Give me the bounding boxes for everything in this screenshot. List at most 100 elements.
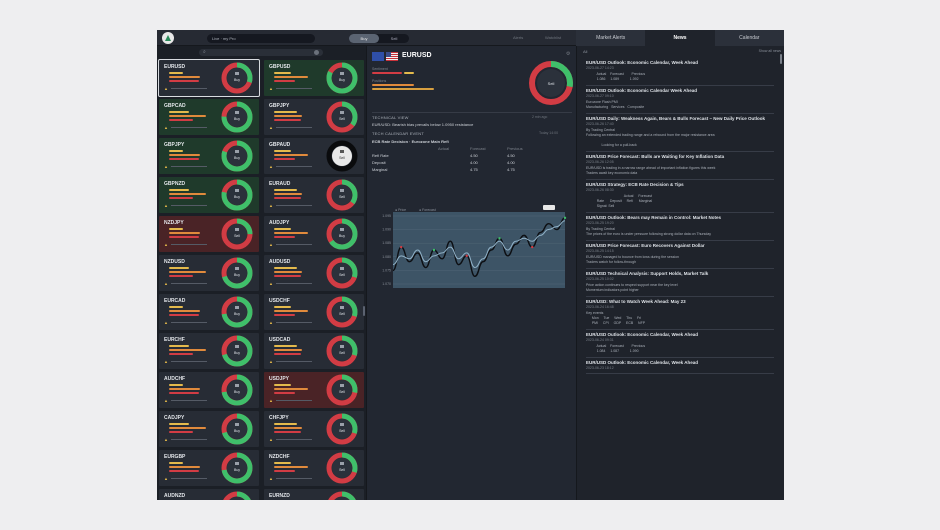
news-title[interactable]: EUR/USD Outlook: Bears may Remain in Con… [586, 215, 722, 220]
pair-sentiment-ring: Buy [221, 179, 253, 211]
pair-card[interactable]: EURNZD▲Sell [264, 489, 364, 500]
pair-indicator-bar [274, 353, 301, 355]
news-date: 2023-06-25 14:15 [586, 249, 614, 253]
pair-indicator-bar [274, 470, 295, 472]
detail-sentiment-ring: Sell [529, 61, 573, 105]
news-item[interactable]: EUR/USD Outlook: Economic Calendar, Week… [586, 60, 774, 86]
pair-indicator-bar [169, 392, 199, 394]
news-item[interactable]: EUR/USD Strategy: ECB Rate Decision & Ti… [586, 182, 774, 213]
pair-card[interactable]: USDCHF ▲ Sell [264, 294, 364, 330]
news-title[interactable]: EUR/USD Price Forecast: Euro Recovers Ag… [586, 243, 705, 248]
tab-market-alerts[interactable]: Market Alerts [576, 30, 646, 46]
buy-toggle-option[interactable]: Buy [349, 34, 379, 43]
pair-symbol: NZDUSD [164, 259, 185, 265]
pairs-scrollbar[interactable] [363, 306, 365, 316]
tab-news[interactable]: News [645, 30, 715, 46]
pair-symbol: AUDCHF [164, 376, 186, 382]
pair-indicator-bar [169, 423, 189, 425]
warning-icon: ▲ [269, 320, 273, 325]
news-title[interactable]: EUR/USD: What to Watch Week Ahead: May 2… [586, 299, 686, 304]
account-selector[interactable]: Live · my Pro [207, 34, 315, 43]
pair-card[interactable]: GBPNZD ▲ Buy [159, 177, 259, 213]
chart-timeframe-button[interactable] [543, 205, 555, 210]
news-title[interactable]: EUR/USD Outlook: Economic Calendar, Week… [586, 60, 699, 65]
news-item[interactable]: EUR/USD Outlook: Economic Calendar, Week… [586, 360, 774, 374]
pair-card[interactable]: AUDJPY ▲ Buy [264, 216, 364, 252]
clear-search-icon[interactable] [314, 50, 319, 55]
col-actual: Actual [438, 146, 450, 151]
pair-symbol: GBPUSD [269, 64, 291, 70]
top-bar: Live · my Pro Buy Sell Alerts Watchlist … [157, 30, 784, 46]
pair-symbol: AUDUSD [269, 259, 291, 265]
watchlist-link[interactable]: Watchlist [545, 35, 562, 40]
cell-previous: 4.50 [507, 153, 515, 158]
news-item[interactable]: EUR/USD Price Forecast: Bulls are Waitin… [586, 154, 774, 180]
news-date: 2023-06-26 17:40 [586, 122, 614, 126]
pair-card[interactable]: GBPCAD ▲ Buy [159, 99, 259, 135]
pair-card[interactable]: EURAUD ▲ Sell [264, 177, 364, 213]
news-item[interactable]: EUR/USD Outlook: Economic Calendar Week … [586, 88, 774, 114]
news-item[interactable]: EUR/USD Technical Analysis: Support Hold… [586, 271, 774, 297]
tab-calendar[interactable]: Calendar [714, 30, 784, 46]
news-title[interactable]: EUR/USD Strategy: ECB Rate Decision & Ti… [586, 182, 684, 187]
pair-sentiment-ring: Buy [221, 296, 253, 328]
news-title[interactable]: EUR/USD Outlook: Economic Calendar, Week… [586, 332, 699, 337]
show-all-news-link[interactable]: Show all news [758, 49, 781, 53]
search-icon: ⌕ [203, 49, 206, 55]
news-item[interactable]: EUR/USD Price Forecast: Euro Recovers Ag… [586, 243, 774, 269]
news-date: 2023-06-27 09:10 [586, 94, 614, 98]
pair-symbol: AUDNZD [164, 493, 186, 499]
buy-sell-toggle[interactable]: Buy Sell [349, 34, 409, 43]
warning-icon: ▲ [164, 476, 168, 481]
pair-card[interactable]: EURCAD ▲ Buy [159, 294, 259, 330]
pair-ring-label: Buy [234, 429, 240, 433]
pair-divider [276, 361, 312, 362]
pair-card[interactable]: EURCHF ▲ Buy [159, 333, 259, 369]
pair-card[interactable]: NZDJPY ▲ Sell [159, 216, 259, 252]
pair-card[interactable]: GBPAUD ▲ Sell [264, 138, 364, 174]
alerts-link[interactable]: Alerts [513, 35, 524, 40]
chart-point [563, 216, 567, 220]
news-item[interactable]: EUR/USD Outlook: Bears may Remain in Con… [586, 215, 774, 241]
pair-sentiment-ring: Sell [326, 413, 358, 445]
pair-indicator-bar [274, 115, 302, 117]
pair-divider [276, 244, 312, 245]
warning-icon: ▲ [269, 476, 273, 481]
news-title[interactable]: EUR/USD Daily: Weakness Again, Bears & B… [586, 116, 766, 121]
pair-card[interactable]: EURUSD ▲ Buy [158, 59, 260, 97]
pair-card[interactable]: GBPJPY ▲ Sell [264, 99, 364, 135]
chart-point [465, 254, 468, 258]
pair-card[interactable]: GBPUSD ▲ Buy [264, 60, 364, 96]
pair-card[interactable]: AUDNZD▲Buy [159, 489, 259, 500]
pair-card[interactable]: USDJPY ▲ Sell [264, 372, 364, 408]
news-title[interactable]: EUR/USD Technical Analysis: Support Hold… [586, 271, 709, 276]
pair-card[interactable]: CADJPY ▲ Buy [159, 411, 259, 447]
news-item[interactable]: EUR/USD Outlook: Economic Calendar, Week… [586, 332, 774, 358]
pair-card[interactable]: GBPJPY ▲ Buy [159, 138, 259, 174]
settings-gear-icon[interactable]: ⚙ [566, 51, 571, 57]
pair-indicator-bar [169, 431, 193, 433]
sell-toggle-option[interactable]: Sell [390, 36, 398, 41]
pair-card[interactable]: USDCAD ▲ Sell [264, 333, 364, 369]
news-item[interactable]: EUR/USD: What to Watch Week Ahead: May 2… [586, 299, 774, 330]
news-filter[interactable]: All [583, 49, 588, 54]
technical-view-text[interactable]: EUR/USD: Bearish bias prevails below 1.0… [372, 122, 474, 127]
warning-icon: ▲ [164, 398, 168, 403]
pair-sentiment-ring: Buy [221, 491, 253, 500]
pair-card[interactable]: NZDCHF ▲ Sell [264, 450, 364, 486]
news-item[interactable]: EUR/USD Daily: Weakness Again, Bears & B… [586, 116, 774, 152]
pair-card[interactable]: EURGBP ▲ Buy [159, 450, 259, 486]
calendar-event-title[interactable]: ECB Rate Decision · Eurozone Main Refi [372, 139, 449, 144]
news-title[interactable]: EUR/USD Outlook: Economic Calendar Week … [586, 88, 698, 93]
pair-symbol: GBPJPY [269, 103, 290, 109]
news-title[interactable]: EUR/USD Price Forecast: Bulls are Waitin… [586, 154, 725, 159]
pair-card[interactable]: AUDCHF ▲ Buy [159, 372, 259, 408]
news-title[interactable]: EUR/USD Outlook: Economic Calendar, Week… [586, 360, 699, 365]
pair-card[interactable]: AUDUSD ▲ Sell [264, 255, 364, 291]
pair-card[interactable]: CHFJPY ▲ Sell [264, 411, 364, 447]
pair-indicator-bar [169, 314, 199, 316]
warning-icon: ▲ [164, 203, 168, 208]
pair-card[interactable]: NZDUSD ▲ Buy [159, 255, 259, 291]
pair-search-input[interactable]: ⌕ [199, 49, 323, 56]
news-scrollbar[interactable] [780, 54, 782, 64]
